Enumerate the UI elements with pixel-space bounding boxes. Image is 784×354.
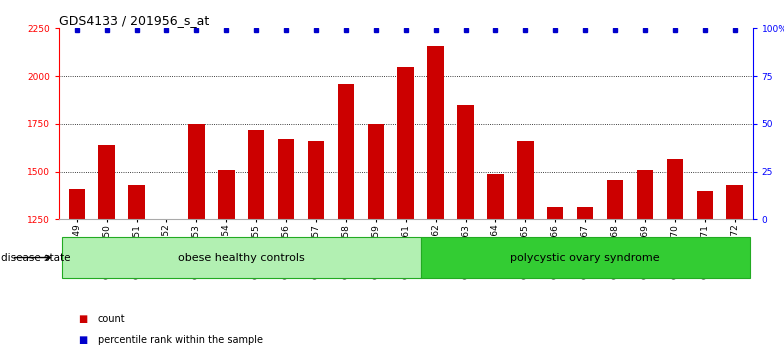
Bar xyxy=(218,170,234,219)
Text: ■: ■ xyxy=(78,314,88,324)
Bar xyxy=(696,191,713,219)
Bar xyxy=(62,237,421,278)
Bar xyxy=(427,46,444,219)
Bar xyxy=(637,170,653,219)
Bar xyxy=(517,141,534,219)
Text: percentile rank within the sample: percentile rank within the sample xyxy=(98,335,263,345)
Bar xyxy=(368,124,384,219)
Text: polycystic ovary syndrome: polycystic ovary syndrome xyxy=(510,252,660,263)
Bar xyxy=(129,185,145,219)
Bar xyxy=(278,139,294,219)
Bar xyxy=(607,180,623,219)
Bar xyxy=(308,141,325,219)
Text: ■: ■ xyxy=(78,335,88,345)
Bar xyxy=(577,207,593,219)
Text: GDS4133 / 201956_s_at: GDS4133 / 201956_s_at xyxy=(59,14,209,27)
Bar xyxy=(248,130,264,219)
Bar xyxy=(457,105,474,219)
Bar xyxy=(397,67,414,219)
Bar xyxy=(158,218,175,219)
Text: obese healthy controls: obese healthy controls xyxy=(178,252,305,263)
Text: disease state: disease state xyxy=(1,252,71,263)
Bar xyxy=(547,207,564,219)
Bar xyxy=(487,173,503,219)
Bar xyxy=(99,145,115,219)
Bar xyxy=(421,237,750,278)
Bar xyxy=(338,84,354,219)
Text: count: count xyxy=(98,314,125,324)
Bar xyxy=(68,189,85,219)
Bar xyxy=(666,159,683,219)
Bar xyxy=(727,185,743,219)
Bar xyxy=(188,124,205,219)
